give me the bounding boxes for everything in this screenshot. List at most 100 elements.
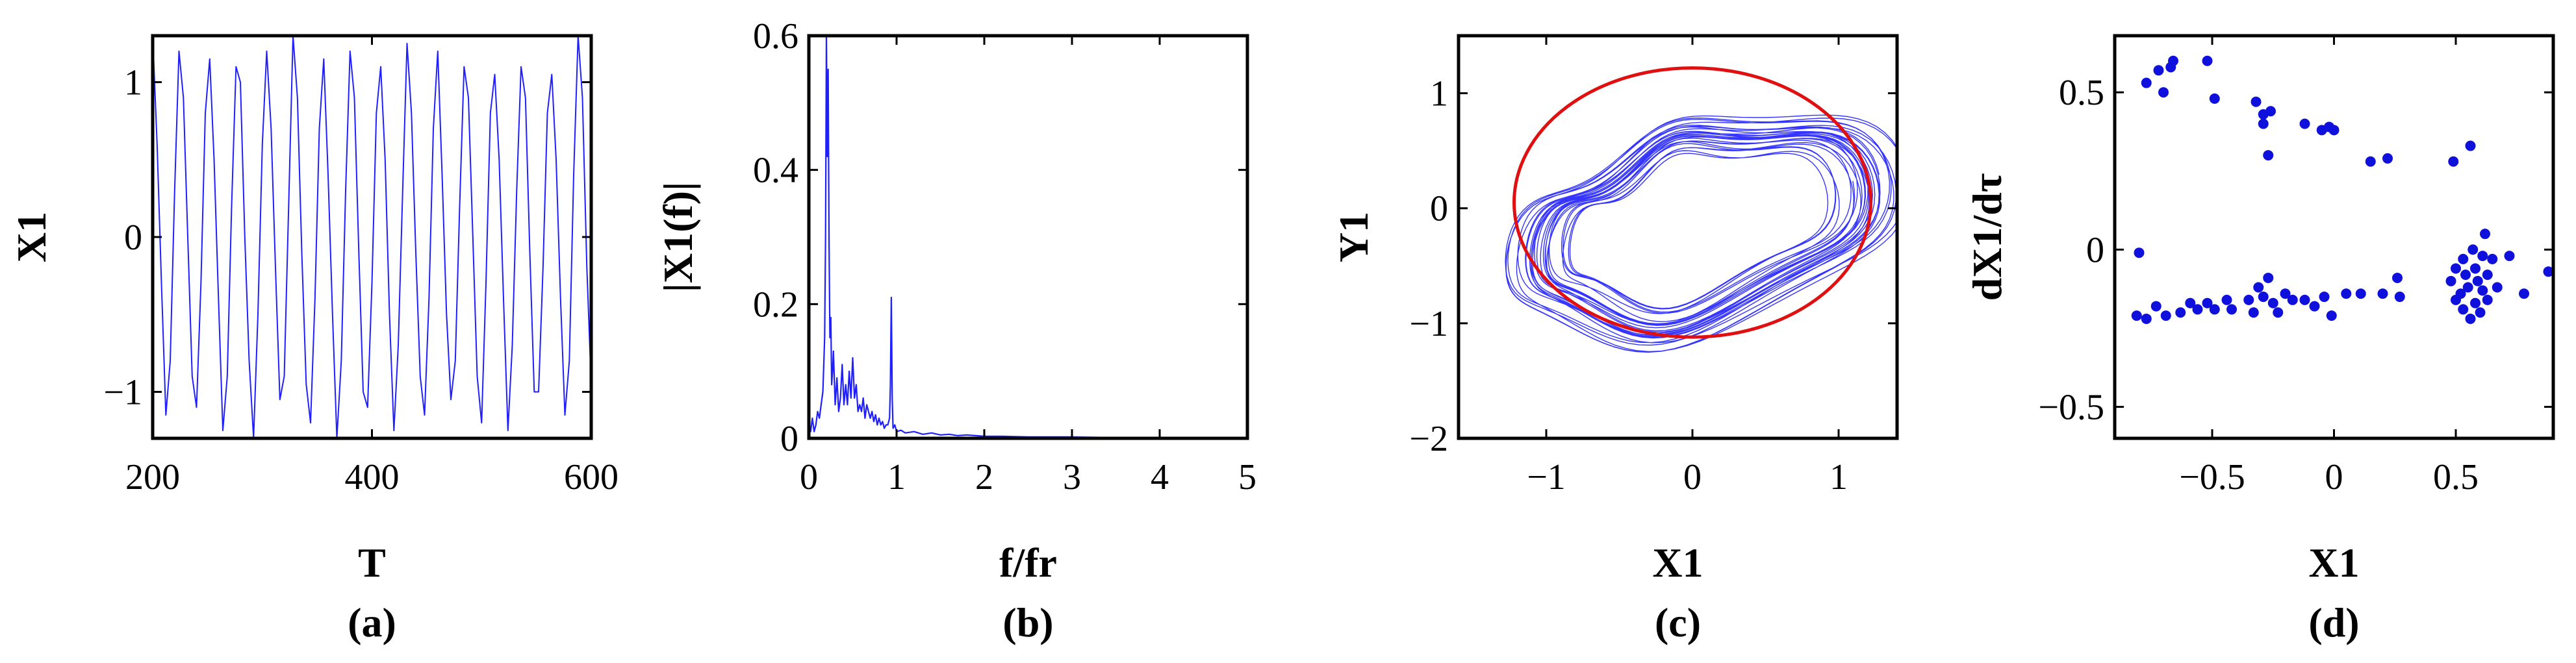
scatter-point [2141,77,2152,88]
x-tick-label: 0 [2325,457,2343,497]
x-axis-label: f/fr [999,540,1057,586]
x-tick-label: 5 [1238,457,1256,497]
scatter-point [2263,150,2274,161]
scatter-point [2487,253,2498,264]
scatter-point [2448,156,2459,167]
x-tick-label: −0.5 [2179,457,2245,497]
y-tick-label: −2 [1409,419,1448,459]
scatter-point [2519,288,2529,299]
plot-area-b [809,36,1247,438]
scatter-point [2141,313,2152,324]
scatter-point [2482,294,2493,305]
scatter-point [2468,244,2479,255]
x-tick-label: 0 [1683,457,1702,497]
scatter-point [2492,282,2503,293]
y-tick-label: 0 [780,419,798,459]
x-tick-label: 0.5 [2433,457,2479,497]
panel-b: 0 1 2 3 4 5 0 0.2 0.4 0.6 f/fr (b) |X1(f)| [655,16,1256,645]
scatter-point [2543,266,2553,277]
scatter-point [2458,304,2469,315]
series-line [809,36,1247,438]
scatter-point [2455,288,2466,299]
x-tick-label: 200 [125,457,180,497]
scatter-point [2202,55,2213,66]
scatter-point [2451,263,2461,274]
y-tick-label: 1 [1430,74,1448,114]
scatter-point [2263,272,2274,283]
y-tick-label: 0.6 [753,16,798,56]
y-tick-label: 0 [1430,189,1448,229]
reference-circle [1512,66,1872,339]
scatter-point [2258,292,2269,303]
scatter-point [2470,263,2480,274]
scatter-point [2465,140,2476,151]
scatter-point [2465,313,2476,324]
x-tick-label: 400 [345,457,400,497]
x-axis-label: T [358,540,386,586]
scatter-point [2458,253,2469,264]
y-tick-label: −0.5 [2038,388,2104,428]
series-line [153,36,591,438]
plot-area-a [153,36,591,438]
scatter-point [2480,229,2490,240]
scatter-point [2326,310,2337,321]
y-tick-label: 0.2 [753,284,798,325]
scatter-point [2134,247,2145,258]
x-tick-label: 1 [1830,457,1848,497]
scatter-point [2267,297,2278,308]
y-tick-label: 0 [124,218,142,258]
y-tick-label: 1 [124,63,142,103]
panel-label: (b) [1002,599,1053,645]
scatter-point [2394,292,2405,303]
y-axis-label: Y1 [1331,212,1377,262]
scatter-point [2355,288,2366,299]
phase-trajectory [1505,114,1897,353]
scatter-point [2472,275,2483,286]
scatter-point [2150,301,2162,312]
scatter-point [2202,297,2213,308]
x-tick-label: 0 [800,457,818,497]
scatter-point [2258,118,2269,129]
y-tick-label: −1 [1409,304,1448,344]
scatter-point [2462,282,2473,293]
axes-frame [1457,34,1899,440]
scatter-point [2309,301,2320,312]
scatter-point [2175,307,2186,318]
scatter-point [2209,304,2220,315]
scatter-point [2475,307,2486,318]
scatter-point [2445,275,2456,286]
y-axis-label: X1 [8,212,55,262]
axes-frame [807,34,1249,440]
y-tick-label: 0.4 [753,151,798,191]
scatter-point [2248,307,2259,318]
panel-d: −0.5 0 0.5 −0.5 0 0.5 X1 (d) dX1/dτ [1964,34,2555,645]
panel-label: (c) [1655,599,1701,645]
scatter-point [2470,297,2480,308]
scatter-point [2273,307,2284,318]
x-tick-label: 600 [564,457,618,497]
panel-label: (a) [348,599,396,645]
scatter-point [2477,251,2488,262]
x-tick-label: 3 [1063,457,1081,497]
x-axis-label: X1 [1652,540,1703,586]
panel-c: −1 0 1 −2 −1 0 1 X1 (c) Y1 [1331,34,1899,645]
scatter-point [2504,251,2515,262]
scatter-point [2460,269,2471,281]
x-tick-label: 2 [975,457,993,497]
scatter-point [2392,272,2403,283]
scatter-point [2341,288,2352,299]
scatter-point [2253,282,2264,293]
scatter-point [2328,125,2340,136]
scatter-point [2160,310,2171,321]
panel-a: 200 400 600 −1 0 1 T (a) X1 [8,34,618,645]
scatter-point [2382,153,2393,164]
scatter-point [2131,310,2142,321]
scatter-point [2185,297,2196,308]
y-axis-label: |X1(f)| [655,182,701,292]
scatter-point [2265,106,2276,117]
x-tick-label: −1 [1527,457,1566,497]
y-tick-label: 0 [2086,230,2104,270]
x-tick-label: 1 [887,457,906,497]
y-tick-label: −1 [103,372,142,412]
